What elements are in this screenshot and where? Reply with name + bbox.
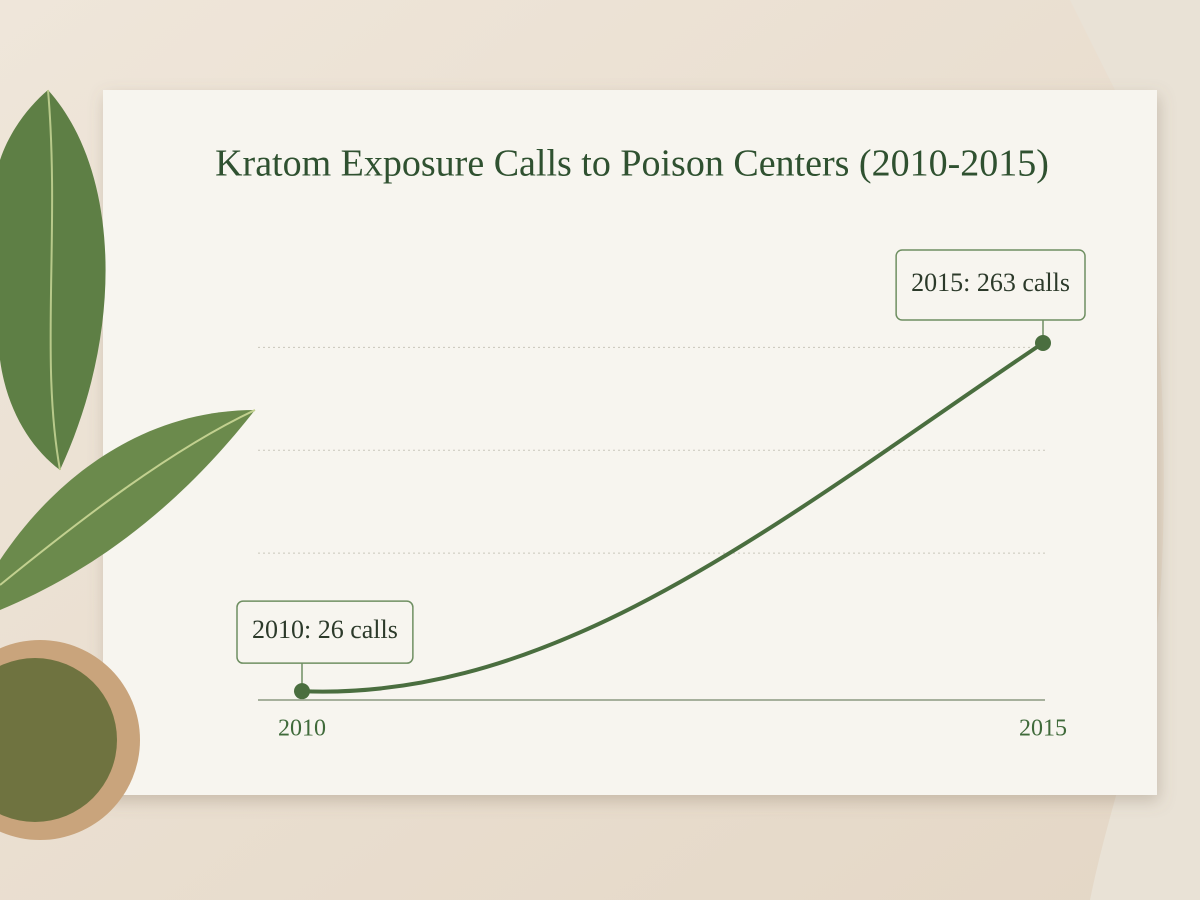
leaf-vein: [0, 409, 256, 586]
point: [1035, 334, 1051, 351]
x-tick-label: 2010: [278, 716, 326, 742]
line: [300, 340, 1045, 694]
label-box: [236, 600, 414, 664]
x-tick-label: 2015: [1019, 716, 1067, 742]
cloth: [1070, 0, 1200, 900]
leaf: [0, 410, 255, 610]
powder: [0, 658, 117, 822]
chart-title: Kratom Exposure Calls to Poison Centers …: [215, 143, 1049, 185]
leaf-vein: [47, 89, 61, 471]
card: [103, 90, 1157, 795]
data-label: 2010: 26 calls: [252, 615, 398, 644]
label-box: [895, 249, 1086, 321]
data-label: 2015: 263 calls: [911, 268, 1070, 297]
point: [294, 683, 310, 700]
leaf: [0, 90, 106, 470]
